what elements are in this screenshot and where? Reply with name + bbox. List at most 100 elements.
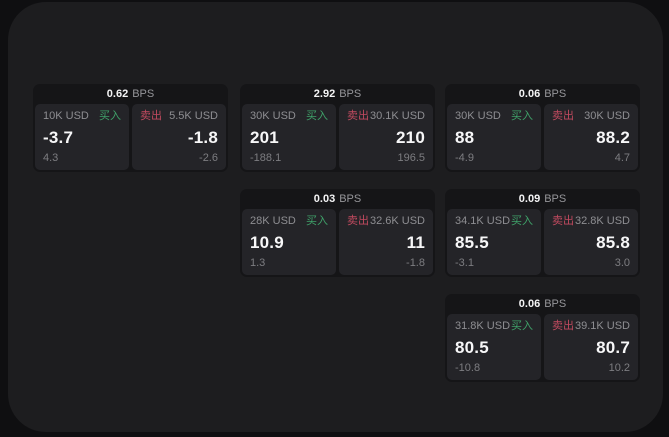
sell-change: -2.6 — [199, 152, 218, 164]
buy-value: 80.5 — [455, 338, 489, 357]
sell-tile-header: 卖出 39.1K USD — [552, 321, 630, 332]
buy-value: -3.7 — [43, 128, 74, 147]
sell-tile[interactable]: 卖出 30.1K USD 210 196.5 — [339, 104, 433, 170]
sell-tile[interactable]: 卖出 5.5K USD -1.8 -2.6 — [132, 104, 226, 170]
sell-tile[interactable]: 卖出 32.6K USD 11 -1.8 — [339, 209, 433, 275]
sell-tile-header: 卖出 5.5K USD — [140, 111, 218, 122]
bps-unit-label: BPS — [339, 87, 362, 100]
sell-label: 卖出 — [347, 215, 369, 227]
buy-label: 买入 — [306, 110, 328, 122]
buy-change: 4.3 — [43, 152, 59, 164]
sell-change: 10.2 — [608, 362, 630, 374]
buy-tile[interactable]: 30K USD 买入 88 -4.9 — [447, 104, 541, 170]
sell-tile-header: 卖出 30.1K USD — [347, 111, 425, 122]
buy-label: 买入 — [306, 215, 328, 227]
buy-value: 201 — [250, 128, 279, 147]
quote-card-body: 34.1K USD 买入 85.5 -3.1 卖出 32.8K USD 85.8… — [445, 209, 640, 277]
buy-value: 88 — [455, 128, 475, 147]
sell-amount: 32.6K USD — [369, 215, 425, 227]
buy-label: 买入 — [511, 110, 533, 122]
buy-tile-header: 34.1K USD 买入 — [455, 216, 533, 227]
bps-header: 0.06 BPS — [445, 84, 640, 104]
sell-tile-header: 卖出 32.6K USD — [347, 216, 425, 227]
buy-tile-header: 10K USD 买入 — [43, 111, 121, 122]
bps-unit-label: BPS — [132, 87, 155, 100]
buy-value: 10.9 — [250, 233, 284, 252]
buy-label: 买入 — [511, 215, 533, 227]
buy-tile-header: 30K USD 买入 — [455, 111, 533, 122]
bps-value: 0.06 — [518, 87, 541, 100]
buy-tile[interactable]: 28K USD 买入 10.9 1.3 — [242, 209, 336, 275]
sell-amount: 39.1K USD — [574, 320, 630, 332]
bps-header: 0.06 BPS — [445, 294, 640, 314]
buy-amount: 10K USD — [43, 110, 89, 122]
buy-change: -188.1 — [250, 152, 282, 164]
buy-change: -3.1 — [455, 257, 474, 269]
sell-label: 卖出 — [552, 320, 574, 332]
sell-label: 卖出 — [347, 110, 369, 122]
sell-change: -1.8 — [406, 257, 425, 269]
sell-tile[interactable]: 卖出 32.8K USD 85.8 3.0 — [544, 209, 638, 275]
quote-card: 0.62 BPS 10K USD 买入 -3.7 4.3 卖出 5.5K USD… — [33, 84, 228, 172]
sell-label: 卖出 — [552, 215, 574, 227]
buy-value: 85.5 — [455, 233, 489, 252]
bps-unit-label: BPS — [544, 297, 567, 310]
quote-card: 0.09 BPS 34.1K USD 买入 85.5 -3.1 卖出 32.8K… — [445, 189, 640, 277]
sell-label: 卖出 — [552, 110, 574, 122]
quote-card: 2.92 BPS 30K USD 买入 201 -188.1 卖出 30.1K … — [240, 84, 435, 172]
quote-card: 0.03 BPS 28K USD 买入 10.9 1.3 卖出 32.6K US… — [240, 189, 435, 277]
quote-card-body: 30K USD 买入 201 -188.1 卖出 30.1K USD 210 1… — [240, 104, 435, 172]
bps-value: 0.03 — [313, 192, 336, 205]
bps-header: 0.03 BPS — [240, 189, 435, 209]
sell-change: 3.0 — [614, 257, 630, 269]
sell-value: -1.8 — [187, 128, 218, 147]
quote-card: 0.06 BPS 30K USD 买入 88 -4.9 卖出 30K USD 8… — [445, 84, 640, 172]
bps-unit-label: BPS — [544, 87, 567, 100]
sell-amount: 5.5K USD — [169, 110, 218, 122]
buy-tile[interactable]: 34.1K USD 买入 85.5 -3.1 — [447, 209, 541, 275]
bps-value: 0.09 — [518, 192, 541, 205]
main-panel: 0.62 BPS 10K USD 买入 -3.7 4.3 卖出 5.5K USD… — [8, 2, 663, 432]
quote-card: 0.06 BPS 31.8K USD 买入 80.5 -10.8 卖出 39.1… — [445, 294, 640, 382]
buy-label: 买入 — [99, 110, 121, 122]
buy-tile[interactable]: 31.8K USD 买入 80.5 -10.8 — [447, 314, 541, 380]
buy-tile[interactable]: 10K USD 买入 -3.7 4.3 — [35, 104, 129, 170]
sell-tile-header: 卖出 30K USD — [552, 111, 630, 122]
sell-value: 80.7 — [596, 338, 630, 357]
buy-change: -4.9 — [455, 152, 474, 164]
buy-tile-header: 28K USD 买入 — [250, 216, 328, 227]
bps-value: 0.62 — [106, 87, 129, 100]
buy-amount: 34.1K USD — [455, 215, 511, 227]
sell-amount: 30K USD — [584, 110, 630, 122]
buy-tile[interactable]: 30K USD 买入 201 -188.1 — [242, 104, 336, 170]
buy-amount: 31.8K USD — [455, 320, 511, 332]
bps-unit-label: BPS — [339, 192, 362, 205]
bps-unit-label: BPS — [544, 192, 567, 205]
bps-value: 0.06 — [518, 297, 541, 310]
buy-label: 买入 — [511, 320, 533, 332]
sell-change: 4.7 — [614, 152, 630, 164]
sell-tile[interactable]: 卖出 30K USD 88.2 4.7 — [544, 104, 638, 170]
bps-header: 0.62 BPS — [33, 84, 228, 104]
buy-amount: 30K USD — [455, 110, 501, 122]
buy-tile-header: 31.8K USD 买入 — [455, 321, 533, 332]
sell-label: 卖出 — [140, 110, 162, 122]
bps-header: 2.92 BPS — [240, 84, 435, 104]
sell-value: 210 — [396, 128, 425, 147]
buy-amount: 30K USD — [250, 110, 296, 122]
sell-value: 88.2 — [596, 128, 630, 147]
buy-change: 1.3 — [250, 257, 266, 269]
sell-change: 196.5 — [397, 152, 425, 164]
buy-change: -10.8 — [455, 362, 481, 374]
sell-amount: 32.8K USD — [574, 215, 630, 227]
buy-amount: 28K USD — [250, 215, 296, 227]
sell-value: 11 — [406, 233, 425, 252]
bps-header: 0.09 BPS — [445, 189, 640, 209]
quote-card-body: 30K USD 买入 88 -4.9 卖出 30K USD 88.2 4.7 — [445, 104, 640, 172]
sell-tile-header: 卖出 32.8K USD — [552, 216, 630, 227]
quote-card-body: 31.8K USD 买入 80.5 -10.8 卖出 39.1K USD 80.… — [445, 314, 640, 382]
quote-card-body: 10K USD 买入 -3.7 4.3 卖出 5.5K USD -1.8 -2.… — [33, 104, 228, 172]
sell-amount: 30.1K USD — [369, 110, 425, 122]
sell-tile[interactable]: 卖出 39.1K USD 80.7 10.2 — [544, 314, 638, 380]
bps-value: 2.92 — [313, 87, 336, 100]
